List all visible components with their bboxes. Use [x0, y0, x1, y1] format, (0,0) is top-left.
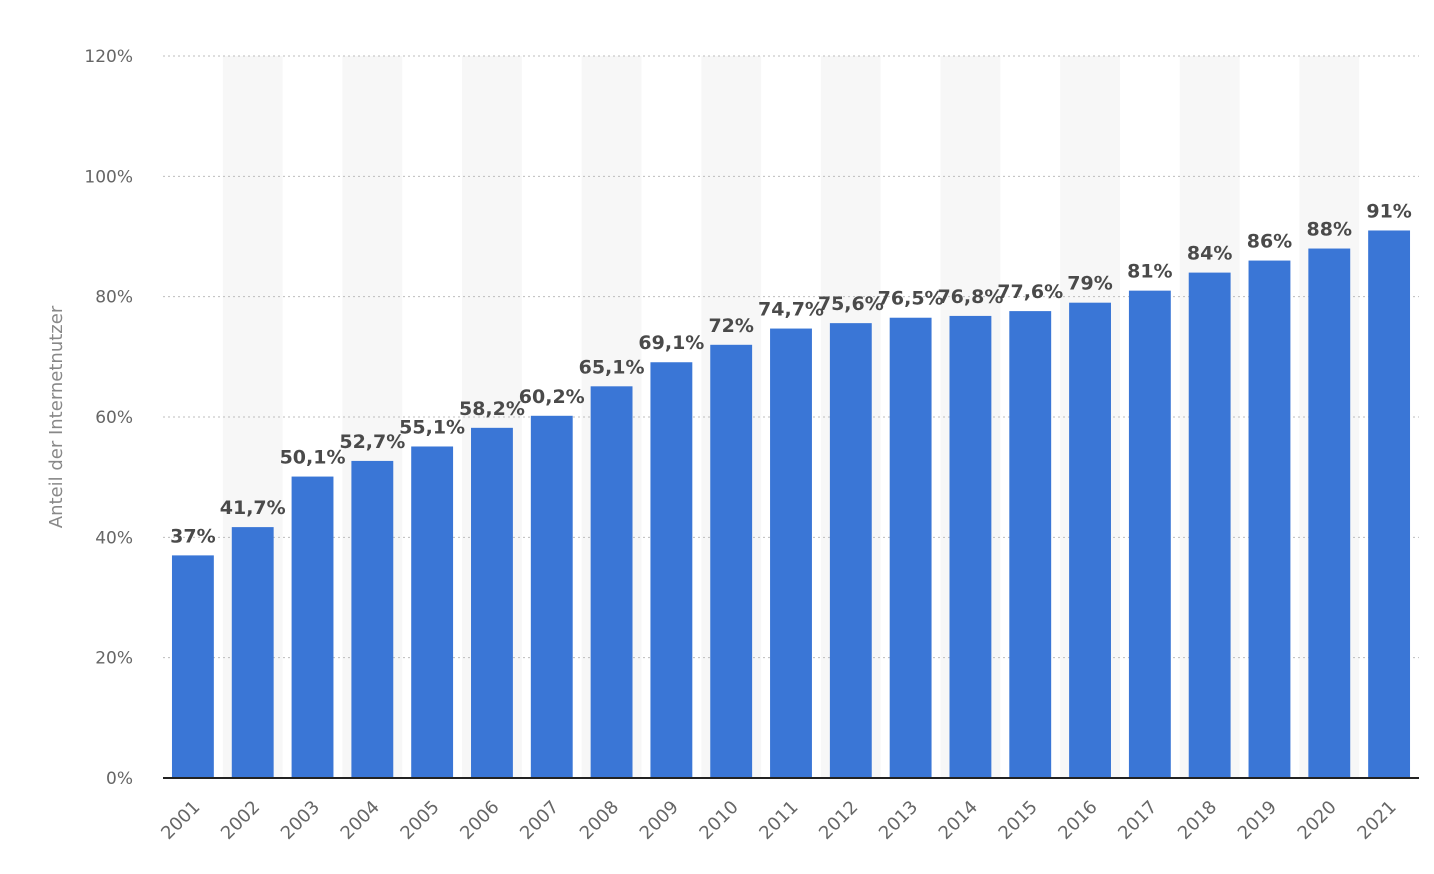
- y-tick-label: 60%: [95, 408, 133, 428]
- data-label: 55,1%: [399, 416, 465, 438]
- x-tick-label: 2011: [755, 797, 802, 844]
- data-label: 79%: [1067, 273, 1112, 295]
- bar[interactable]: [889, 317, 932, 778]
- x-tick-label: 2017: [1114, 797, 1161, 844]
- data-label: 52,7%: [339, 431, 405, 453]
- x-tick-label: 2015: [995, 797, 1042, 844]
- data-label: 60,2%: [519, 386, 585, 408]
- bar[interactable]: [351, 460, 394, 778]
- bar[interactable]: [1308, 248, 1351, 779]
- data-label: 58,2%: [459, 398, 525, 420]
- y-tick-label: 40%: [95, 528, 133, 548]
- x-axis-ticks: 2001 2002 2003 2004 2005 2006 2007 2008 2009 2010…: [157, 797, 1400, 844]
- x-tick-label: 2003: [277, 797, 324, 844]
- bar[interactable]: [1009, 311, 1052, 778]
- data-label: 69,1%: [638, 332, 704, 354]
- y-axis-label: Anteil der Internetnutzer: [46, 305, 67, 528]
- bar[interactable]: [949, 315, 992, 778]
- x-tick-label: 2009: [636, 797, 683, 844]
- data-label: 76,5%: [878, 288, 944, 310]
- bar[interactable]: [829, 323, 872, 778]
- x-tick-label: 2016: [1054, 797, 1101, 844]
- data-label: 81%: [1127, 261, 1172, 283]
- data-label: 76,8%: [937, 286, 1003, 308]
- bar[interactable]: [1069, 302, 1111, 778]
- y-tick-label: 20%: [95, 649, 133, 669]
- bar[interactable]: [530, 415, 573, 778]
- x-tick-label: 2018: [1174, 797, 1221, 844]
- x-tick-label: 2019: [1234, 797, 1281, 844]
- data-label: 72%: [708, 315, 753, 337]
- y-tick-label: 100%: [84, 167, 133, 187]
- x-tick-label: 2021: [1353, 797, 1400, 844]
- bar[interactable]: [590, 386, 633, 778]
- data-label: 74,7%: [758, 299, 824, 321]
- bar[interactable]: [710, 344, 753, 778]
- bar[interactable]: [1188, 272, 1231, 778]
- x-tick-label: 2014: [935, 797, 982, 844]
- x-tick-label: 2005: [396, 797, 443, 844]
- x-tick-label: 2013: [875, 797, 922, 844]
- bar[interactable]: [231, 527, 274, 778]
- x-tick-label: 2020: [1294, 797, 1341, 844]
- x-tick-label: 2008: [576, 797, 623, 844]
- data-label: 50,1%: [280, 447, 346, 469]
- y-tick-label: 0%: [106, 769, 133, 789]
- x-tick-label: 2004: [337, 797, 384, 844]
- bar[interactable]: [1368, 230, 1411, 778]
- data-label: 75,6%: [818, 293, 884, 315]
- x-tick-label: 2010: [695, 797, 742, 844]
- y-tick-label: 120%: [84, 47, 133, 67]
- bar[interactable]: [411, 446, 454, 778]
- bar[interactable]: [171, 555, 214, 778]
- data-labels: 37%41,7% 50,1%52,7%55,1%58,2%60,2% 65,1%69…: [170, 200, 1412, 547]
- data-label: 91%: [1366, 200, 1411, 222]
- data-label: 65,1%: [579, 356, 645, 378]
- bar[interactable]: [291, 476, 334, 778]
- y-tick-label: 80%: [95, 288, 133, 308]
- y-axis-ticks: 0% 20% 40% 60% 80% 100% 120%: [84, 47, 133, 789]
- data-label: 88%: [1307, 219, 1352, 241]
- bars: [171, 230, 1411, 779]
- data-label: 37%: [170, 525, 215, 547]
- data-label: 77,6%: [997, 281, 1063, 303]
- x-tick-label: 2002: [217, 797, 264, 844]
- x-tick-label: 2007: [516, 797, 563, 844]
- bar[interactable]: [1248, 260, 1291, 779]
- bar[interactable]: [650, 362, 693, 778]
- bar[interactable]: [471, 427, 513, 778]
- bar[interactable]: [770, 328, 812, 778]
- data-label: 41,7%: [220, 497, 286, 519]
- x-tick-label: 2006: [456, 797, 503, 844]
- x-tick-label: 2012: [815, 797, 862, 844]
- data-label: 86%: [1247, 231, 1292, 253]
- x-tick-label: 2001: [157, 797, 204, 844]
- data-label: 84%: [1187, 243, 1232, 265]
- bar[interactable]: [1128, 290, 1171, 778]
